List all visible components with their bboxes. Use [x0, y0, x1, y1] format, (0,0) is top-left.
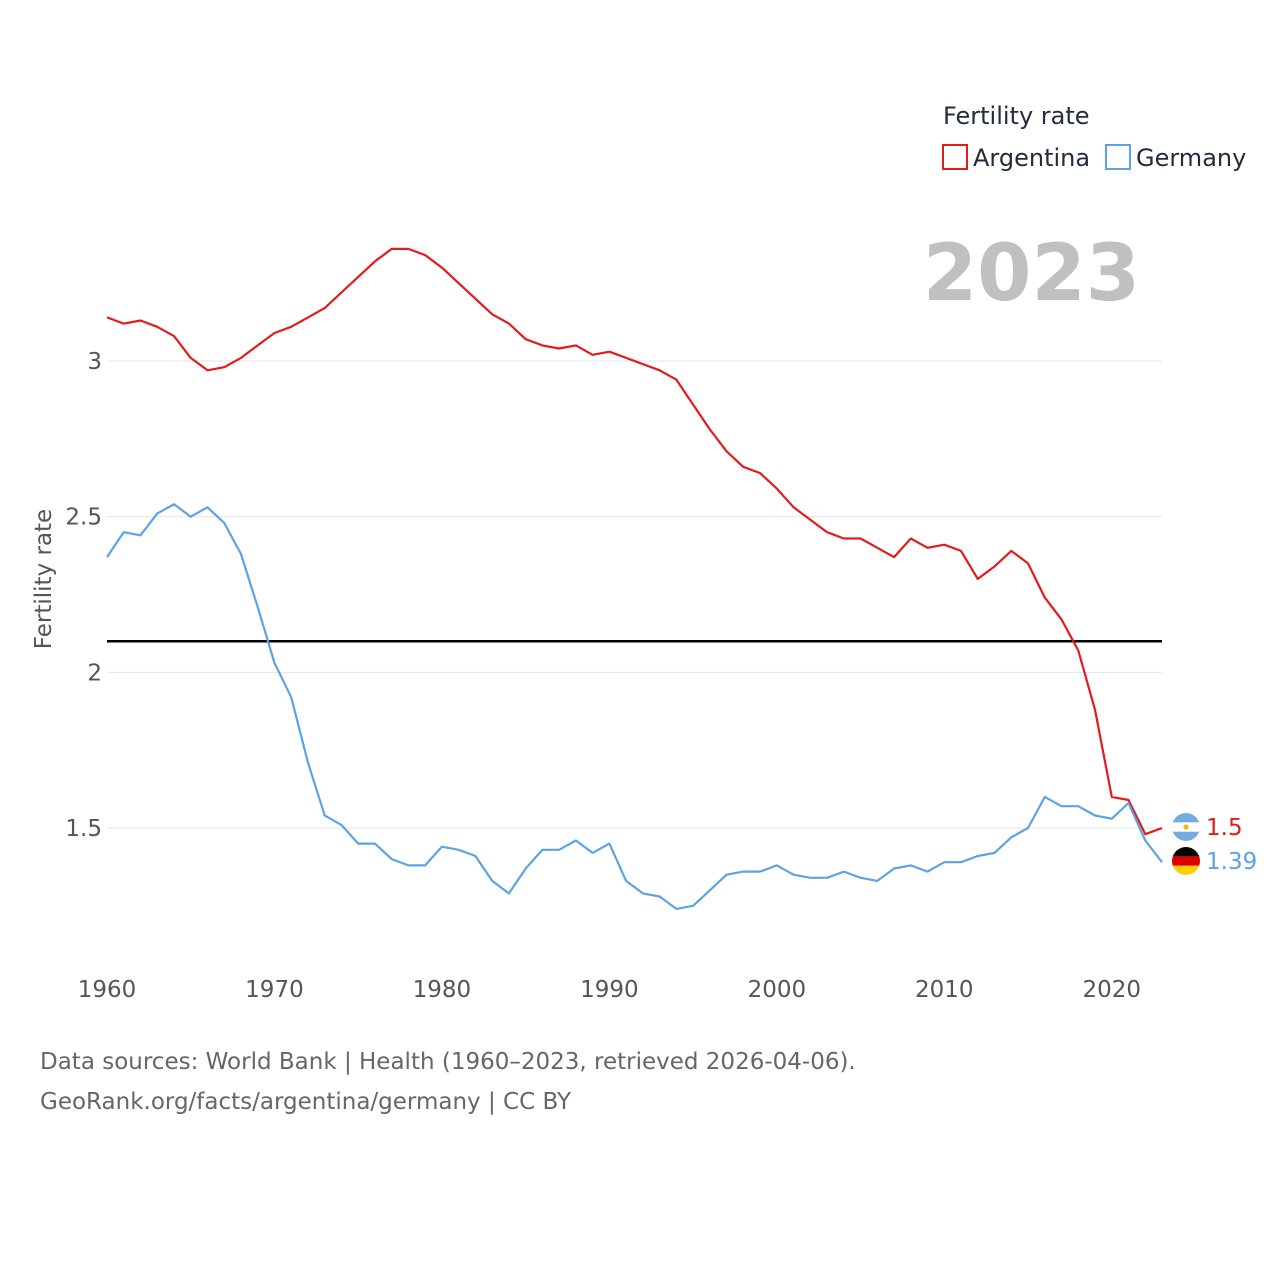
legend-swatch-argentina: [942, 144, 968, 170]
y-tick-label-2: 2.5: [65, 505, 102, 531]
legend-title: Fertility rate: [943, 102, 1090, 130]
x-tick-label-0: 1960: [78, 977, 137, 1003]
x-tick-label-3: 1990: [580, 977, 639, 1003]
end-value-label-germany: 1.39: [1206, 849, 1257, 875]
legend-swatch-germany: [1105, 144, 1131, 170]
x-tick-label-1: 1970: [245, 977, 304, 1003]
y-axis-ticks: 1.5 2 2.5 3: [65, 349, 102, 842]
y-axis-label: Fertility rate: [31, 509, 57, 649]
x-tick-label-2: 1980: [413, 977, 472, 1003]
legend-label-argentina: Argentina: [973, 144, 1090, 172]
y-tick-label-3: 3: [87, 349, 102, 375]
end-value-label-argentina: 1.5: [1206, 815, 1243, 841]
fertility-line-chart: 1.5 2 2.5 3 1960 1970 1980 1990 2000 2010 2020 1.…: [31, 102, 1257, 1003]
x-tick-label-5: 2010: [915, 977, 974, 1003]
germany-flag-icon: [1172, 847, 1200, 875]
y-tick-label-1: 2: [87, 660, 102, 686]
source-attribution: Data sources: World Bank | Health (1960–…: [40, 1042, 856, 1122]
series-line-germany: [106, 503, 1163, 911]
current-year-label: 2023: [923, 229, 1140, 319]
x-tick-label-6: 2020: [1082, 977, 1141, 1003]
legend-item-germany[interactable]: Germany: [1105, 144, 1246, 172]
x-axis-ticks: 1960 1970 1980 1990 2000 2010 2020: [78, 977, 1141, 1003]
x-tick-label-4: 2000: [748, 977, 807, 1003]
series-line-argentina: [106, 247, 1163, 836]
legend-item-argentina[interactable]: Argentina: [942, 144, 1090, 172]
source-line-1: Data sources: World Bank | Health (1960–…: [40, 1049, 856, 1075]
source-line-2[interactable]: GeoRank.org/facts/argentina/germany | CC…: [40, 1089, 572, 1115]
grid-lines: [107, 360, 1162, 829]
legend: Fertility rate Argentina Germany: [942, 102, 1246, 172]
y-tick-label-0: 1.5: [65, 816, 102, 842]
legend-label-germany: Germany: [1136, 144, 1246, 172]
series-layer: [106, 247, 1163, 911]
end-labels: 1.5 1.39: [1172, 813, 1257, 875]
argentina-flag-icon: [1172, 813, 1200, 841]
